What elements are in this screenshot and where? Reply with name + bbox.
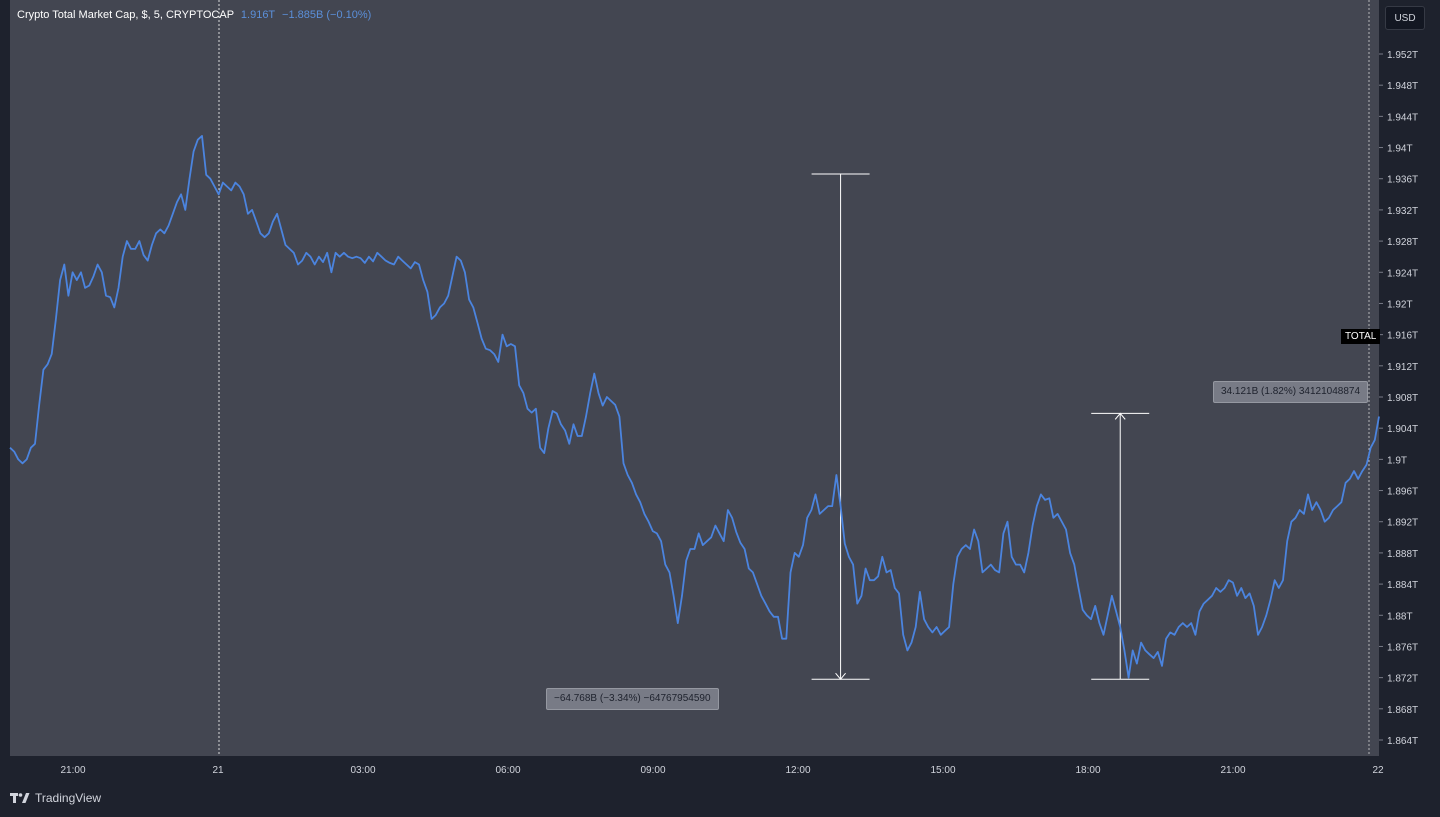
chart-legend: Crypto Total Market Cap, $, 5, CRYPTOCAP… [17,9,371,21]
y-tick-label: 1.884T [1387,580,1418,591]
x-tick-label: 15:00 [930,765,955,776]
currency-button[interactable]: USD [1385,6,1425,30]
y-tick-label: 1.896T [1387,487,1418,498]
x-tick-label: 21:00 [1220,765,1245,776]
x-tick-label: 18:00 [1075,765,1100,776]
y-tick-label: 1.864T [1387,736,1418,747]
y-tick-label: 1.924T [1387,268,1418,279]
x-tick-label: 12:00 [785,765,810,776]
y-tick-label: 1.936T [1387,175,1418,186]
y-tick-label: 1.908T [1387,393,1418,404]
left-border [0,0,10,783]
y-tick-label: 1.868T [1387,705,1418,716]
y-tick-label: 1.892T [1387,518,1418,529]
price-line-series [9,134,1380,679]
chart-svg: 1.952T 1.948T 1.944T 1.94T 1.936T 1.932T 1.928… [9,0,1418,776]
y-tick-label: 1.876T [1387,642,1418,653]
measure-tool-0 [811,173,870,680]
y-tick-label: 1.932T [1387,206,1418,217]
y-tick-label: 1.928T [1387,237,1418,248]
tradingview-logo[interactable]: TradingView [10,791,101,805]
measure-tool-1 [1091,412,1150,680]
measure-label-rise[interactable]: 34.121B (1.82%) 34121048874 [1213,381,1369,403]
footer [0,783,1440,817]
price-axis[interactable] [1379,0,1430,756]
y-tick-label: 1.944T [1387,112,1418,123]
price-change: −1.885B (−0.10%) [282,9,372,21]
y-tick-label: 1.904T [1387,424,1418,435]
y-tick-label: 1.916T [1387,331,1418,342]
total-price-tag: TOTAL [1341,329,1381,344]
time-axis[interactable] [10,756,1379,783]
x-tick-label: 06:00 [495,765,520,776]
y-tick-label: 1.92T [1387,299,1413,310]
measure-label-drop[interactable]: −64.768B (−3.34%) −64767954590 [546,688,719,710]
right-border [1430,0,1440,783]
measure-arrowhead [835,672,846,680]
x-tick-label: 22 [1372,765,1384,776]
measure-arrowhead [1114,412,1126,420]
y-tick-label: 1.912T [1387,362,1418,373]
symbol-title[interactable]: Crypto Total Market Cap, $, 5, CRYPTOCAP [17,9,234,21]
y-tick-label: 1.952T [1387,50,1418,61]
x-tick-label: 09:00 [640,765,665,776]
y-tick-label: 1.9T [1387,455,1407,466]
y-tick-label: 1.888T [1387,549,1418,560]
y-tick-label: 1.872T [1387,674,1418,685]
tradingview-label: TradingView [35,791,102,805]
x-tick-label: 21:00 [60,765,85,776]
y-tick-label: 1.948T [1387,81,1418,92]
x-tick-label: 21 [212,765,224,776]
tradingview-logo-icon [10,793,30,803]
x-tick-label: 03:00 [350,765,375,776]
y-tick-label: 1.88T [1387,611,1413,622]
last-price: 1.916T [240,9,275,21]
chart-pane[interactable] [10,0,1379,756]
y-tick-label: 1.94T [1387,144,1413,155]
